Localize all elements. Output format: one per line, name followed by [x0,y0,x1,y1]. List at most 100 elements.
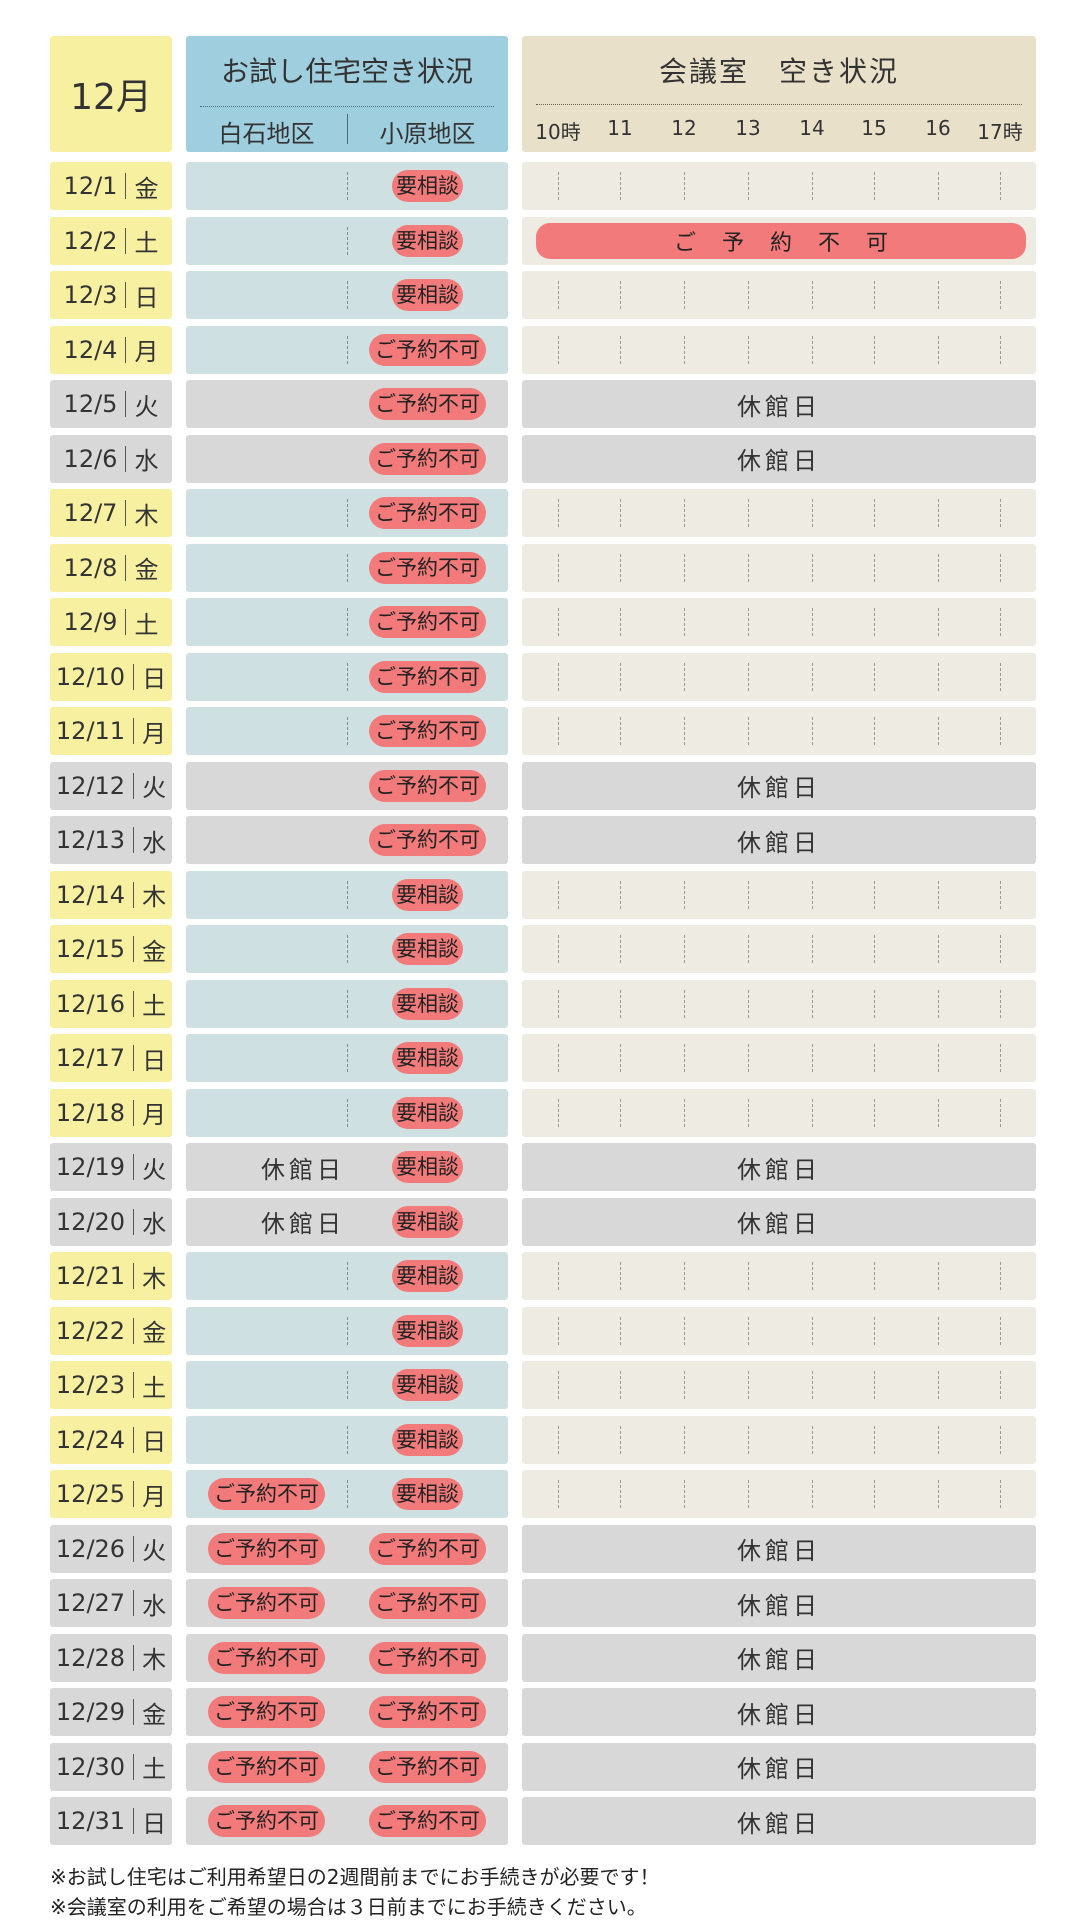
calendar-row: 12/21 木 要相談 [0,1252,1080,1300]
cell-divider [347,553,348,582]
hour-gridline [1000,608,1001,636]
hour-gridline [938,880,939,909]
cell-divider [347,499,348,527]
hour-gridline [620,662,621,691]
shiraishi-status [186,816,347,864]
weekday-label: 火 [142,774,167,802]
weekday-label: 月 [134,338,159,366]
closed-day-label: 休館日 [737,1755,821,1783]
date-divider [125,336,127,363]
date-divider [125,500,127,526]
date-divider [125,227,127,254]
ohara-status: ご予約不可 [347,1579,508,1627]
hour-gridline [874,1044,875,1072]
hour-gridline [620,989,621,1018]
shiraishi-status [186,1416,347,1464]
date-label: 12/25 [55,1480,126,1508]
closed-day-label: 休館日 [737,1155,821,1184]
date-label: 12/1 [63,172,118,200]
closed-day-label: 休館日 [737,774,821,802]
date-cell: 12/25 月 [50,1470,172,1518]
hour-gridline [812,553,813,582]
shiraishi-status [186,707,347,755]
unavailable-badge: ご予約不可 [208,1805,325,1837]
date-cell: 12/2 土 [50,216,172,265]
hour-gridline [558,989,559,1018]
trial-house-cell: ご予約不可 [186,652,508,701]
date-label: 12/29 [55,1698,126,1726]
date-divider [125,282,127,308]
date-label: 12/7 [63,499,118,527]
header-divider [536,104,1022,105]
hour-gridline [874,553,875,582]
consult-badge: 要相談 [392,933,463,965]
hour-gridline [684,1371,685,1399]
trial-house-cell: ご予約不可 [186,325,508,374]
shiraishi-status [186,162,347,210]
hour-gridline [812,935,813,963]
hour-gridline [874,335,875,364]
shiraishi-column-header: 白石地区 [218,120,315,148]
calendar-row: 12/28 木 ご予約不可 ご予約不可 休館日 [0,1633,1080,1682]
date-divider [133,881,135,908]
meeting-room-cell [522,271,1036,319]
trial-house-cell: 要相談 [186,1361,508,1409]
ohara-status: ご予約不可 [347,435,508,483]
hour-gridline [938,989,939,1018]
calendar-row: 12/27 水 ご予約不可 ご予約不可 休館日 [0,1579,1080,1627]
trial-house-header: お試し住宅空き状況 白石地区 小原地区 [186,36,508,152]
hour-gridline [1000,935,1001,963]
hour-gridline [812,1371,813,1399]
meeting-room-cell [522,1034,1036,1082]
weekday-label: 火 [142,1537,167,1565]
unavailable-badge: ご予約不可 [369,388,486,420]
hour-gridline [1000,717,1001,745]
shiraishi-status: 休館日 [186,1198,347,1246]
hour-gridline [812,1044,813,1072]
date-cell: 12/11 月 [50,707,172,755]
meeting-room-cell [522,1415,1036,1464]
hour-gridline [620,172,621,200]
hour-gridline [748,1480,749,1508]
ohara-status: ご予約不可 [347,762,508,810]
date-label: 12/10 [55,662,126,691]
hour-gridline [558,717,559,745]
meeting-room-cell: 休館日 [522,1797,1036,1845]
ohara-status: 要相談 [347,980,508,1028]
date-cell: 12/13 水 [50,816,172,864]
hour-gridline [938,281,939,309]
unavailable-badge: ご予約不可 [208,1641,325,1674]
hour-tick-label: 16 [925,116,951,140]
hour-gridline [1000,880,1001,909]
weekday-label: 月 [142,719,167,748]
trial-house-cell: 要相談 [186,1252,508,1300]
date-divider [133,1099,135,1126]
hour-gridline [812,880,813,909]
calendar-row: 12/1 金 要相談 [0,162,1080,210]
shiraishi-status [186,271,347,319]
hour-gridline [1000,989,1001,1018]
header-divider [200,106,494,107]
hour-gridline [874,281,875,309]
hour-gridline [938,662,939,691]
calendar-row: 12/29 金 ご予約不可 ご予約不可 休館日 [0,1688,1080,1736]
closed-day-label: 休館日 [737,1646,821,1674]
hour-gridline [620,1480,621,1508]
meeting-room-cell [522,652,1036,701]
hour-gridline [620,335,621,364]
date-divider [133,827,135,853]
hour-gridline [558,880,559,909]
calendar-row: 12/22 金 要相談 [0,1306,1080,1355]
consult-badge: 要相談 [392,1478,463,1510]
meeting-room-cell [522,707,1036,755]
consult-badge: 要相談 [392,170,463,202]
cell-divider [347,1262,348,1290]
calendar-row: 12/14 木 要相談 [0,870,1080,919]
ohara-status: 要相談 [347,1089,508,1137]
date-divider [133,1208,135,1235]
hour-gridline [748,662,749,691]
unavailable-badge: ご予約不可 [369,1641,486,1674]
calendar-row: 12/13 水 ご予約不可 休館日 [0,816,1080,864]
meeting-room-cell: 休館日 [522,1197,1036,1246]
